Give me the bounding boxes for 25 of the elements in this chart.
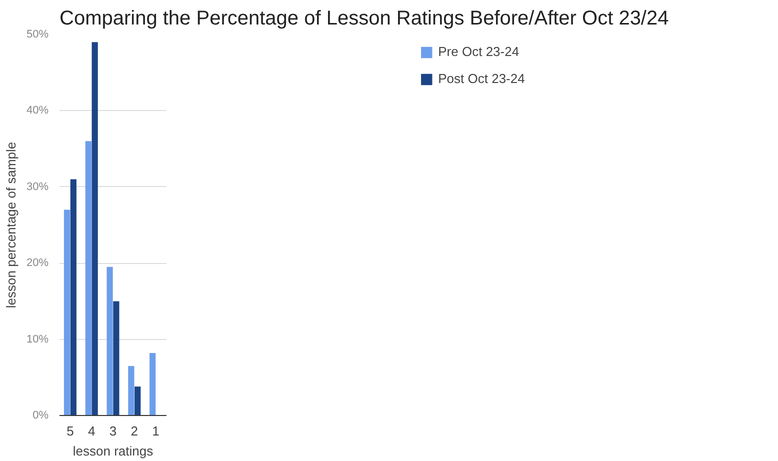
y-tick-label: 10% <box>26 333 49 346</box>
bar <box>150 353 156 416</box>
bar <box>113 301 120 416</box>
bar <box>85 141 92 416</box>
legend-label: Pre Oct 23-24 <box>438 44 520 59</box>
y-tick-label: 40% <box>26 104 49 117</box>
y-axis-title: lesson percentage of sample <box>3 142 18 308</box>
x-axis-title: lesson ratings <box>72 444 154 458</box>
bar <box>70 179 76 416</box>
bar <box>128 366 134 416</box>
x-tick-label: 5 <box>66 424 74 438</box>
x-tick-label: 2 <box>130 424 138 438</box>
y-tick-label: 20% <box>26 257 49 270</box>
bar <box>92 42 98 416</box>
x-tick-label: 1 <box>152 424 160 438</box>
x-tick-label: 4 <box>88 424 96 438</box>
text: Comparing the Percentage of Lesson Ratings Before/After Oct 23/24 <box>60 8 669 30</box>
bar <box>64 210 70 416</box>
legend-label: Post Oct 23-24 <box>438 71 525 86</box>
bar <box>106 266 113 416</box>
bar <box>134 386 141 416</box>
y-tick-label: 0% <box>32 410 49 422</box>
y-tick-label: 50% <box>26 28 49 40</box>
y-tick-label: 30% <box>26 180 49 193</box>
x-tick-label: 3 <box>109 424 117 438</box>
